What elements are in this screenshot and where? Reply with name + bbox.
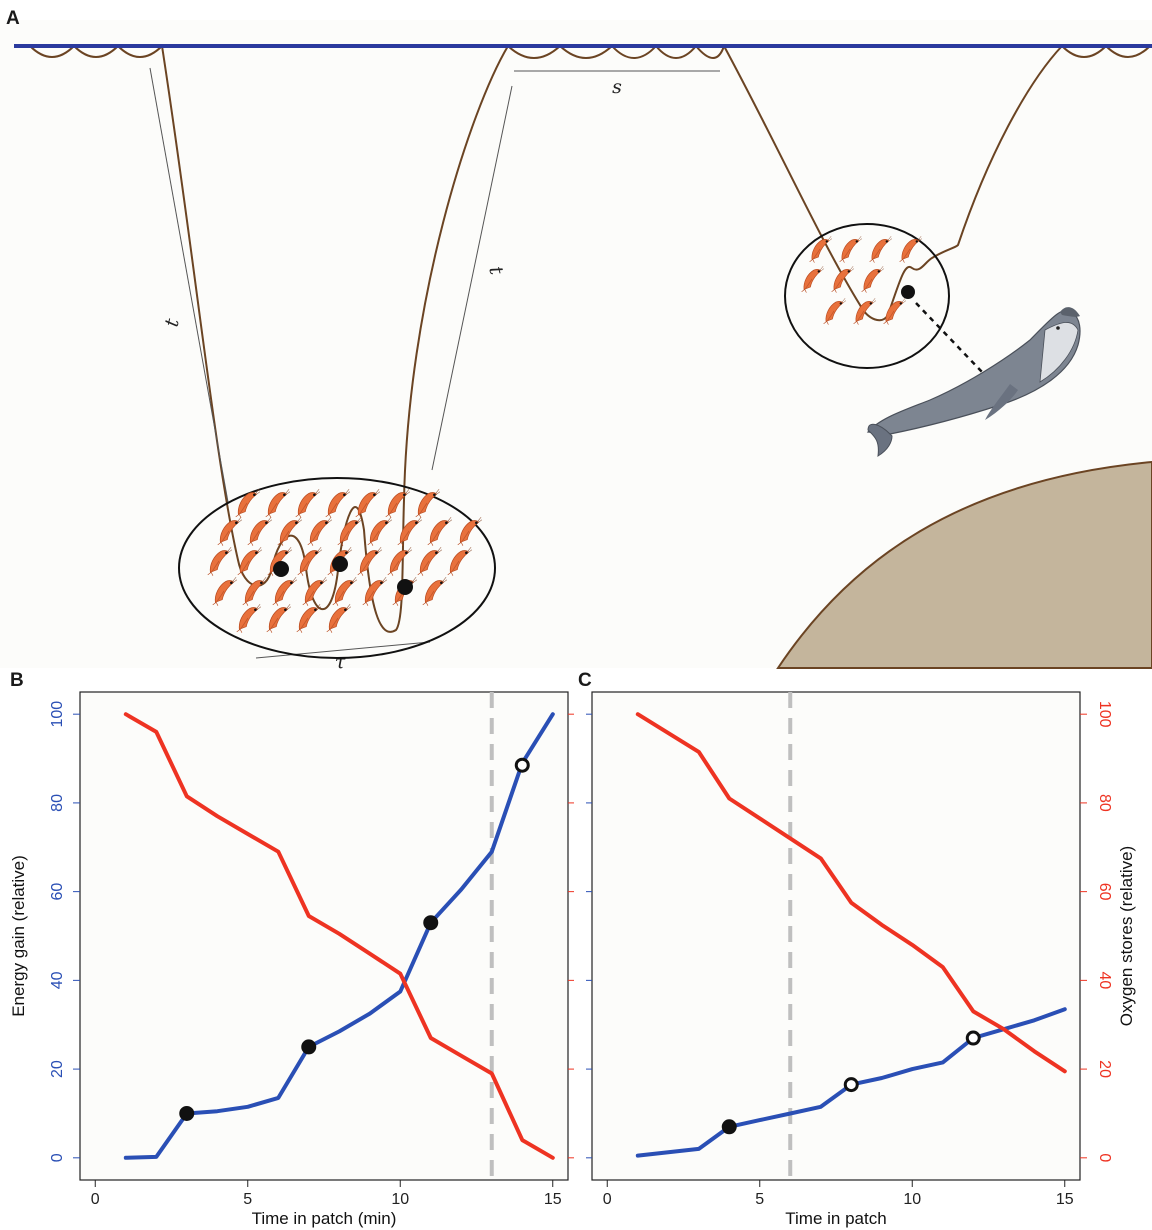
measurement-guides bbox=[149, 67, 720, 659]
panel-c-x-tick-label: 0 bbox=[603, 1191, 612, 1208]
panel-c-lunge-point-1 bbox=[721, 1119, 737, 1135]
panel-c-plot-frame bbox=[591, 691, 1081, 1181]
panel-b-y-tick-label: 80 bbox=[49, 794, 66, 812]
krill-patch-small-outline bbox=[784, 223, 950, 369]
chart-c: 0 5 10 15 Time in patch 0 20 40 60 80 100 Oxygen st… bbox=[586, 691, 1136, 1228]
panel-c-y-tick-label: 60 bbox=[1096, 883, 1113, 901]
panel-b-lunge-point-1 bbox=[179, 1105, 195, 1121]
panel-b-x-tick-label: 15 bbox=[544, 1191, 562, 1208]
panel-c-y-tick-label: 0 bbox=[1096, 1153, 1113, 1162]
guide-descent-time bbox=[149, 67, 229, 503]
krill-patch-small bbox=[784, 223, 983, 373]
panel-b-y-tick-label: 60 bbox=[49, 883, 66, 901]
panel-b-label: B bbox=[10, 670, 24, 691]
dive-2-path bbox=[723, 45, 1063, 322]
whale-eye bbox=[1056, 326, 1060, 330]
panel-b-x-axis-label: Time in patch (min) bbox=[252, 1209, 397, 1228]
panel-a-label: A bbox=[6, 8, 20, 29]
panel-c-y-tick-label: 20 bbox=[1096, 1060, 1113, 1078]
panel-b-plot-frame bbox=[79, 691, 569, 1181]
panel-b-x-tick-label: 10 bbox=[391, 1191, 409, 1208]
whale-rostrum bbox=[1060, 307, 1080, 317]
chart-b: 0 5 10 15 Time in patch (min) 0 20 40 60 80 100 Ene… bbox=[9, 691, 574, 1228]
surface-breathing-cycles-1 bbox=[29, 44, 163, 58]
guide-patch-time bbox=[255, 641, 431, 659]
panel-b-y-tick-label: 20 bbox=[49, 1060, 66, 1078]
panel-c-lunge-point-3 bbox=[965, 1030, 981, 1046]
blue-whale-illustration bbox=[866, 307, 1081, 457]
seafloor bbox=[776, 460, 1152, 669]
guide-ascent-time bbox=[431, 85, 513, 471]
panel-b-energy-gain-line bbox=[123, 712, 555, 1160]
krill-patch-large bbox=[178, 477, 496, 659]
lunge-marker-1 bbox=[273, 561, 289, 577]
panel-c-x-axis-label: Time in patch bbox=[785, 1209, 886, 1228]
panel-c-y-axis-label: Oxygen stores (relative) bbox=[1117, 846, 1136, 1026]
lunge-marker-3 bbox=[397, 579, 413, 595]
panel-b-y-tick-label: 40 bbox=[49, 971, 66, 989]
panel-c-oxygen-stores-line bbox=[635, 712, 1067, 1074]
panel-b-x-tick-label: 5 bbox=[243, 1191, 252, 1208]
panel-c-y-tick-label: 80 bbox=[1096, 794, 1113, 812]
label-tau: τ bbox=[335, 651, 346, 673]
panel-b-x-tick-label: 0 bbox=[91, 1191, 100, 1208]
whale-tail-fluke bbox=[867, 423, 893, 457]
panel-c-lunge-point-2 bbox=[843, 1077, 859, 1093]
panel-b-y-axis-label: Energy gain (relative) bbox=[9, 855, 28, 1017]
whale-throat-pleats bbox=[1039, 322, 1079, 383]
panel-c-x-tick-label: 15 bbox=[1056, 1191, 1074, 1208]
lunge-marker-2 bbox=[332, 556, 348, 572]
whale-flipper bbox=[985, 384, 1018, 420]
lunge-marker-small bbox=[901, 285, 915, 299]
panel-c-x-tick-label: 10 bbox=[903, 1191, 921, 1208]
panel-b-oxygen-stores-line bbox=[123, 712, 555, 1160]
panel-a: A s t t τ bbox=[0, 8, 1152, 673]
label-s: s bbox=[612, 76, 622, 98]
panel-b-y-tick-label: 100 bbox=[49, 701, 66, 728]
panel-b-y-tick-label: 0 bbox=[49, 1153, 66, 1162]
panel-c-label: C bbox=[578, 670, 592, 691]
panel-b-lunge-point-3 bbox=[423, 915, 439, 931]
panel-c-y-tick-label: 100 bbox=[1096, 701, 1113, 728]
panel-b-lunge-point-4 bbox=[514, 757, 530, 773]
panel-b-lunge-point-2 bbox=[301, 1039, 317, 1055]
panel-c-y-tick-label: 40 bbox=[1096, 971, 1113, 989]
panel-c-x-tick-label: 5 bbox=[755, 1191, 764, 1208]
krill-patch-large-outline bbox=[178, 477, 496, 659]
